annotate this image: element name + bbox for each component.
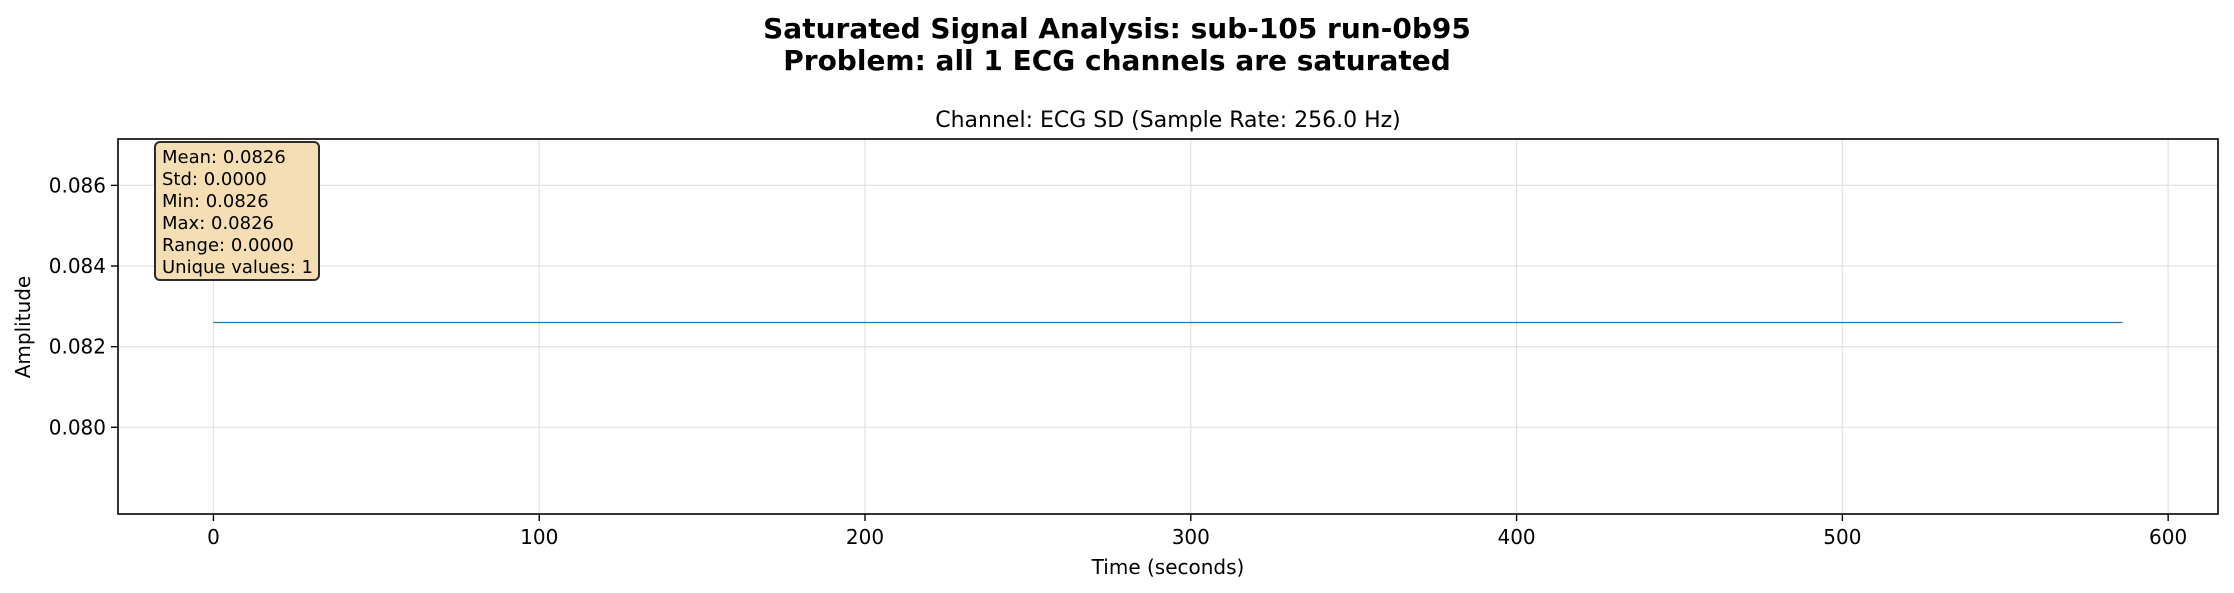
stats-box: Mean: 0.0826 Std: 0.0000 Min: 0.0826 Max…	[154, 141, 320, 281]
x-tick-label: 600	[2149, 525, 2187, 549]
stat-range: Range: 0.0000	[162, 235, 294, 256]
x-tick-label: 0	[207, 525, 220, 549]
ticks: 0 100 200 300 400 500 600 0.080 0.082 0.084 0.086	[49, 173, 2188, 549]
y-tick-label: 0.086	[49, 173, 106, 197]
plot-title: Channel: ECG SD (Sample Rate: 256.0 Hz)	[935, 108, 1401, 133]
stat-mean: Mean: 0.0826	[162, 147, 286, 168]
y-tick-label: 0.084	[49, 254, 106, 278]
x-tick-label: 200	[846, 525, 884, 549]
y-tick-label: 0.080	[49, 415, 106, 439]
x-tick-label: 100	[520, 525, 558, 549]
figure-title: Saturated Signal Analysis: sub-105 run-0…	[763, 12, 1471, 45]
stat-std: Std: 0.0000	[162, 169, 267, 190]
x-tick-label: 300	[1172, 525, 1210, 549]
y-tick-label: 0.082	[49, 335, 106, 359]
stat-min: Min: 0.0826	[162, 191, 269, 212]
stat-max: Max: 0.0826	[162, 213, 274, 234]
x-axis-label: Time (seconds)	[1091, 555, 1245, 579]
figure-subtitle: Problem: all 1 ECG channels are saturate…	[783, 44, 1451, 77]
stat-unique-values: Unique values: 1	[162, 257, 313, 278]
x-tick-label: 400	[1497, 525, 1535, 549]
y-axis-label: Amplitude	[11, 276, 35, 379]
grid	[118, 139, 2218, 514]
plot-frame	[117, 138, 2219, 515]
x-tick-label: 500	[1823, 525, 1861, 549]
